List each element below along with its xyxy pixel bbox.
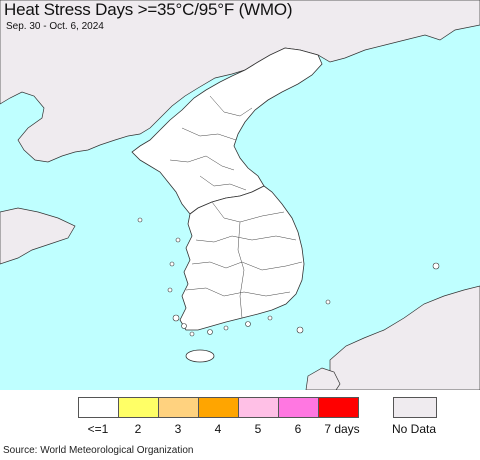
legend-label-4: 4	[214, 422, 222, 436]
japan-land	[329, 285, 480, 390]
legend-label-1: <=1	[87, 422, 109, 436]
jeju-island	[185, 349, 215, 363]
map-canvas	[0, 0, 480, 390]
legend-swatch-1	[78, 397, 118, 418]
source-credit: Source: World Meteorological Organizatio…	[3, 445, 194, 456]
province-borders	[169, 95, 303, 319]
legend-swatch-4	[198, 397, 238, 418]
legend-swatch-6	[278, 397, 318, 418]
shandong-land	[0, 207, 76, 265]
china-russia-land	[0, 0, 480, 163]
legend-color-bar	[78, 397, 359, 418]
kyushu-land	[305, 367, 341, 390]
map-title: Heat Stress Days >=35°C/95°F (WMO)	[4, 0, 293, 19]
legend-nodata-swatch	[393, 397, 437, 418]
map	[0, 0, 480, 390]
legend-label-3: 3	[174, 422, 182, 436]
legend-label-2: 2	[134, 422, 142, 436]
legend-label-7: 7 days	[324, 422, 360, 436]
map-date-range: Sep. 30 - Oct. 6, 2024	[6, 21, 104, 32]
legend-label-5: 5	[254, 422, 262, 436]
coastal-islands	[137, 217, 440, 337]
legend-label-6: 6	[294, 422, 302, 436]
south-korea-land	[179, 185, 305, 331]
legend-swatch-5	[238, 397, 278, 418]
legend-nodata-label: No Data	[391, 422, 437, 436]
legend-swatch-2	[118, 397, 158, 418]
legend-swatch-7	[318, 397, 359, 418]
legend-swatch-3	[158, 397, 198, 418]
